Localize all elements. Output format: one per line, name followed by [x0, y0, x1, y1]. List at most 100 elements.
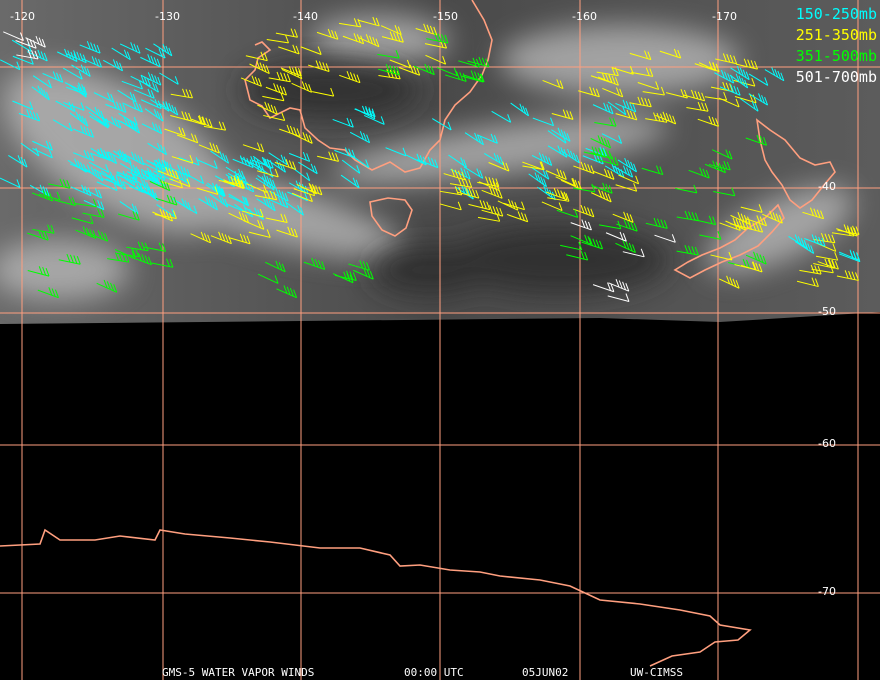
barb-feather — [457, 201, 462, 210]
barb-feather — [725, 82, 730, 91]
barb-feather — [38, 37, 43, 46]
wind-barb — [612, 211, 634, 223]
barb-feather — [119, 102, 124, 112]
barb-feather — [553, 187, 558, 197]
barb-shaft — [248, 231, 271, 238]
barb-feather — [105, 118, 110, 127]
barb-feather — [106, 281, 111, 290]
barb-feather — [498, 190, 503, 199]
barb-feather — [283, 285, 288, 294]
barb-feather — [697, 91, 702, 101]
barb-feather — [139, 183, 144, 193]
wind-barb — [241, 208, 264, 218]
barb-feather — [747, 59, 752, 68]
barb-feather — [263, 157, 268, 166]
wind-barb — [697, 115, 720, 127]
barb-feather — [824, 233, 829, 242]
barb-feather — [94, 57, 99, 66]
barb-shaft — [20, 142, 40, 157]
barb-feather — [66, 253, 71, 263]
barb-feather — [492, 187, 497, 196]
wind-barb — [704, 91, 728, 101]
barb-feather — [659, 166, 664, 175]
barb-feather — [697, 101, 702, 111]
barb-feather — [663, 114, 668, 123]
barb-feather — [727, 73, 732, 82]
barb-feather — [290, 227, 295, 237]
barb-feather — [147, 256, 152, 265]
barb-feather — [735, 98, 740, 108]
barb-feather — [369, 271, 374, 280]
wind-barb — [730, 65, 750, 81]
barb-feather — [601, 148, 606, 157]
barb-feather — [563, 131, 568, 140]
wind-barb — [164, 126, 186, 137]
wind-barb — [57, 48, 78, 62]
barb-feather — [853, 227, 858, 237]
wind-barb — [615, 109, 638, 121]
barb-feather — [138, 80, 143, 90]
wind-barb — [406, 153, 427, 166]
barb-feather — [730, 74, 735, 84]
barb-feather — [599, 240, 604, 250]
barb-feather — [308, 193, 313, 202]
wind-barb — [528, 172, 548, 188]
barb-feather — [780, 72, 785, 81]
barb-feather — [618, 280, 623, 289]
barb-feather — [521, 201, 526, 210]
barb-feather — [708, 215, 713, 224]
barb-feather — [120, 152, 125, 161]
barb-feather — [763, 217, 767, 226]
wind-barb — [450, 167, 471, 180]
wind-barb — [566, 251, 589, 261]
barb-feather — [598, 147, 603, 156]
wind-barb — [762, 210, 783, 224]
barb-feather — [627, 159, 632, 169]
barb-feather — [605, 183, 610, 193]
barb-shaft — [547, 130, 567, 144]
barb-feather — [140, 177, 145, 187]
barb-feather — [507, 199, 512, 208]
barb-feather — [722, 164, 726, 173]
barb-feather — [744, 220, 749, 229]
wind-barb — [191, 115, 213, 128]
wind-barb — [802, 207, 825, 220]
barb-feather — [310, 163, 315, 173]
wind-barb — [268, 187, 289, 202]
wind-barb — [585, 146, 607, 157]
barb-feather — [495, 207, 500, 216]
wind-barb — [506, 211, 529, 223]
barb-feather — [541, 154, 546, 163]
wind-barb — [353, 268, 374, 280]
barb-feather — [587, 236, 592, 245]
wind-barb — [274, 159, 297, 171]
barb-feather — [694, 212, 699, 221]
barb-feather — [489, 179, 494, 188]
barb-feather — [635, 175, 640, 184]
barb-feather — [735, 73, 740, 82]
wind-barb — [573, 161, 595, 174]
australia-coast — [244, 0, 493, 173]
barb-feather — [48, 149, 53, 158]
barb-feather — [287, 226, 292, 236]
barb-feather — [622, 99, 627, 108]
barb-feather — [481, 57, 486, 66]
barb-feather — [813, 208, 818, 217]
barb-feather — [622, 281, 627, 291]
barb-feather — [113, 284, 118, 293]
barb-feather — [844, 270, 849, 279]
wind-barb — [16, 49, 39, 60]
barb-feather — [430, 66, 435, 75]
barb-feather — [306, 172, 311, 181]
wind-barb — [592, 102, 614, 115]
barb-feather — [38, 229, 42, 239]
barb-feather — [525, 107, 530, 116]
barb-feather — [144, 171, 149, 181]
barb-shaft — [62, 67, 83, 80]
barb-feather — [233, 177, 238, 186]
wind-barb — [291, 192, 313, 203]
barb-feather — [756, 253, 761, 262]
barb-feather — [173, 196, 178, 206]
barb-feather — [395, 49, 400, 59]
wind-barb — [380, 24, 402, 36]
